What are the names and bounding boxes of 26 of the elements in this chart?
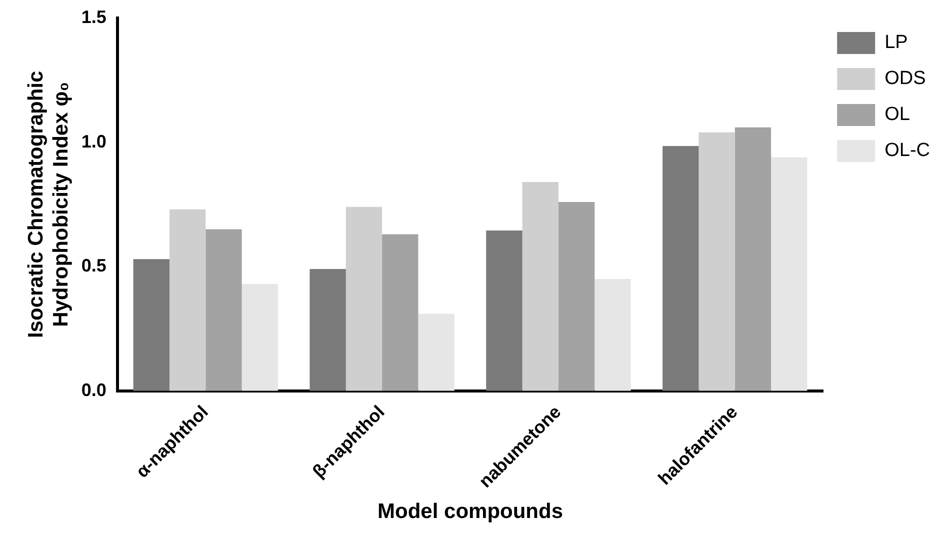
bar [558, 202, 595, 391]
y-tick-label: 0.5 [81, 256, 106, 276]
bar [169, 209, 206, 391]
bar [771, 157, 808, 391]
bar [242, 284, 278, 391]
y-tick-label: 0.0 [81, 380, 106, 400]
bar [594, 279, 631, 391]
y-tick-label: 1.0 [81, 131, 106, 152]
x-axis-title: Model compounds [378, 500, 564, 524]
bar [522, 182, 558, 391]
legend-label: OL-C [884, 140, 930, 162]
bar [346, 206, 382, 391]
bar [382, 234, 418, 391]
y-tick-label: 1.5 [81, 6, 106, 27]
bar [734, 127, 772, 391]
bar [206, 229, 242, 391]
y-axis-title: Isocratic Chromatographic Hydrophobicity Index φ₀ [24, 70, 73, 338]
bar [133, 259, 170, 391]
bar [486, 230, 522, 391]
legend-label: OL [884, 104, 910, 126]
legend-label: ODS [884, 68, 926, 90]
bar [418, 314, 454, 391]
bar [662, 146, 699, 391]
bar [698, 132, 735, 391]
legend-label: LP [884, 32, 908, 54]
bar [310, 269, 346, 391]
